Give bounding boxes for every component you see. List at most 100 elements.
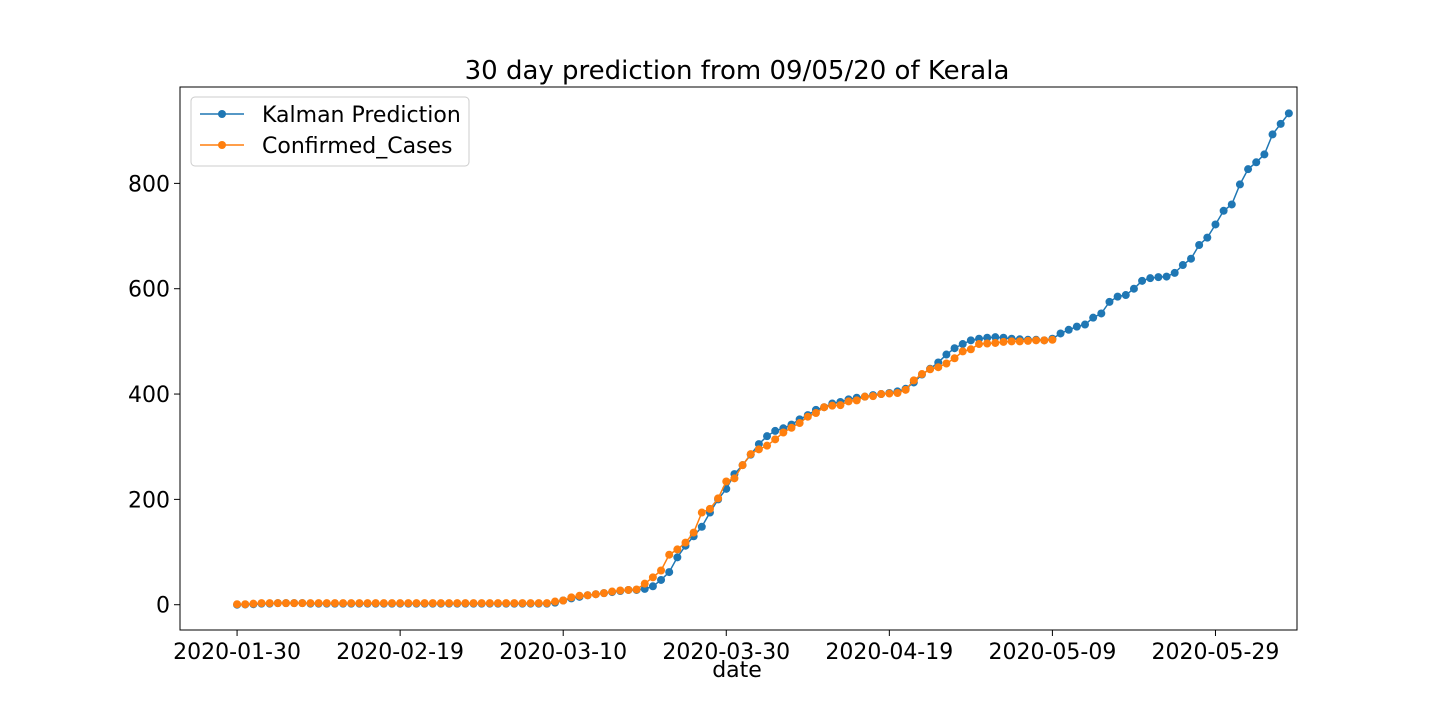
data-point-kalman-prediction <box>1219 206 1228 215</box>
data-point-kalman-prediction <box>1121 291 1130 300</box>
data-point-confirmed-cases <box>608 587 617 596</box>
data-point-confirmed-cases <box>453 599 462 608</box>
legend-marker-kalman <box>218 110 226 118</box>
legend-label-confirmed: Confirmed_Cases <box>262 134 453 159</box>
data-point-confirmed-cases <box>371 599 380 608</box>
data-point-confirmed-cases <box>697 508 706 517</box>
data-point-kalman-prediction <box>1154 273 1163 282</box>
series-confirmed-cases <box>233 335 1057 609</box>
data-point-confirmed-cases <box>616 586 625 595</box>
data-point-confirmed-cases <box>893 389 902 397</box>
data-point-kalman-prediction <box>983 333 992 342</box>
data-point-confirmed-cases <box>860 392 869 401</box>
y-tick-label: 600 <box>128 278 170 303</box>
data-point-confirmed-cases <box>983 339 992 348</box>
data-point-confirmed-cases <box>730 474 739 483</box>
data-point-confirmed-cases <box>281 599 290 608</box>
data-point-confirmed-cases <box>396 599 405 608</box>
x-tick-label: 2020-01-30 <box>173 640 301 665</box>
data-point-confirmed-cases <box>689 528 698 537</box>
data-point-confirmed-cases <box>493 599 502 608</box>
data-point-confirmed-cases <box>412 599 421 608</box>
data-point-confirmed-cases <box>836 401 845 410</box>
data-point-confirmed-cases <box>926 365 935 374</box>
data-point-confirmed-cases <box>298 599 307 608</box>
data-point-confirmed-cases <box>999 337 1008 346</box>
data-point-confirmed-cases <box>852 396 861 405</box>
chart-title: 30 day prediction from 09/05/20 of Keral… <box>465 56 1010 86</box>
data-point-kalman-prediction <box>771 426 780 435</box>
data-point-confirmed-cases <box>257 599 266 608</box>
plot-area-frame <box>179 86 1298 631</box>
data-point-confirmed-cases <box>771 435 780 444</box>
data-point-confirmed-cases <box>787 423 796 432</box>
data-point-confirmed-cases <box>420 599 429 608</box>
data-point-confirmed-cases <box>673 545 682 554</box>
data-point-confirmed-cases <box>746 450 755 459</box>
data-point-confirmed-cases <box>917 370 926 379</box>
data-point-confirmed-cases <box>966 345 975 354</box>
data-point-confirmed-cases <box>559 596 568 605</box>
data-point-kalman-prediction <box>1260 150 1269 159</box>
data-point-kalman-prediction <box>1129 284 1138 293</box>
data-point-kalman-prediction <box>1244 165 1253 174</box>
data-point-confirmed-cases <box>290 599 299 608</box>
data-point-kalman-prediction <box>1195 241 1204 249</box>
y-axis: 0 200 400 600 800 <box>128 172 180 619</box>
data-point-confirmed-cases <box>950 354 959 363</box>
data-point-confirmed-cases <box>1015 337 1024 346</box>
data-point-kalman-prediction <box>1056 329 1065 338</box>
data-point-confirmed-cases <box>657 566 666 575</box>
data-point-kalman-prediction <box>1097 309 1106 318</box>
data-point-confirmed-cases <box>591 590 600 599</box>
data-point-kalman-prediction <box>1284 109 1293 118</box>
data-point-confirmed-cases <box>820 403 829 412</box>
data-point-kalman-prediction <box>1227 200 1236 209</box>
y-tick-label: 200 <box>128 488 170 513</box>
data-point-confirmed-cases <box>575 591 584 600</box>
x-axis: 2020-01-30 2020-02-19 2020-03-10 2020-03-30… <box>173 630 1279 665</box>
data-point-confirmed-cases <box>958 347 967 356</box>
data-point-confirmed-cases <box>306 599 315 608</box>
x-tick-label: 2020-03-10 <box>499 640 627 665</box>
data-point-confirmed-cases <box>942 359 951 368</box>
data-point-confirmed-cases <box>379 599 388 608</box>
data-point-confirmed-cases <box>1040 336 1049 345</box>
data-point-kalman-prediction <box>1162 272 1171 281</box>
data-point-confirmed-cases <box>1048 335 1057 344</box>
data-point-kalman-prediction <box>1203 233 1212 242</box>
y-tick-label: 0 <box>156 594 170 619</box>
x-axis-label: date <box>712 658 762 683</box>
data-point-confirmed-cases <box>445 599 454 608</box>
data-point-confirmed-cases <box>885 389 894 398</box>
legend: Kalman Prediction Confirmed_Cases <box>190 96 470 167</box>
data-point-kalman-prediction <box>1211 220 1220 229</box>
data-point-kalman-prediction <box>1170 268 1179 277</box>
data-point-confirmed-cases <box>355 599 364 608</box>
data-point-kalman-prediction <box>657 575 666 584</box>
data-point-confirmed-cases <box>632 585 641 594</box>
data-point-confirmed-cases <box>363 599 372 608</box>
data-point-confirmed-cases <box>991 338 1000 347</box>
legend-marker-confirmed <box>218 141 226 149</box>
data-point-confirmed-cases <box>330 599 339 608</box>
data-point-confirmed-cases <box>901 385 910 394</box>
series-line-confirmed-cases <box>237 339 1053 605</box>
data-point-kalman-prediction <box>1146 274 1155 283</box>
data-point-kalman-prediction <box>648 582 657 591</box>
data-point-kalman-prediction <box>673 553 682 562</box>
data-point-confirmed-cases <box>404 599 413 608</box>
data-point-confirmed-cases <box>599 589 608 598</box>
data-point-confirmed-cases <box>339 599 348 608</box>
data-point-confirmed-cases <box>624 585 633 594</box>
data-point-kalman-prediction <box>1081 320 1090 329</box>
data-point-confirmed-cases <box>583 591 592 600</box>
data-point-confirmed-cases <box>387 599 396 608</box>
data-point-confirmed-cases <box>485 599 494 608</box>
data-point-confirmed-cases <box>273 599 282 608</box>
data-point-confirmed-cases <box>567 593 576 602</box>
data-point-confirmed-cases <box>1032 336 1041 345</box>
data-point-confirmed-cases <box>436 599 445 608</box>
data-point-confirmed-cases <box>828 401 837 410</box>
